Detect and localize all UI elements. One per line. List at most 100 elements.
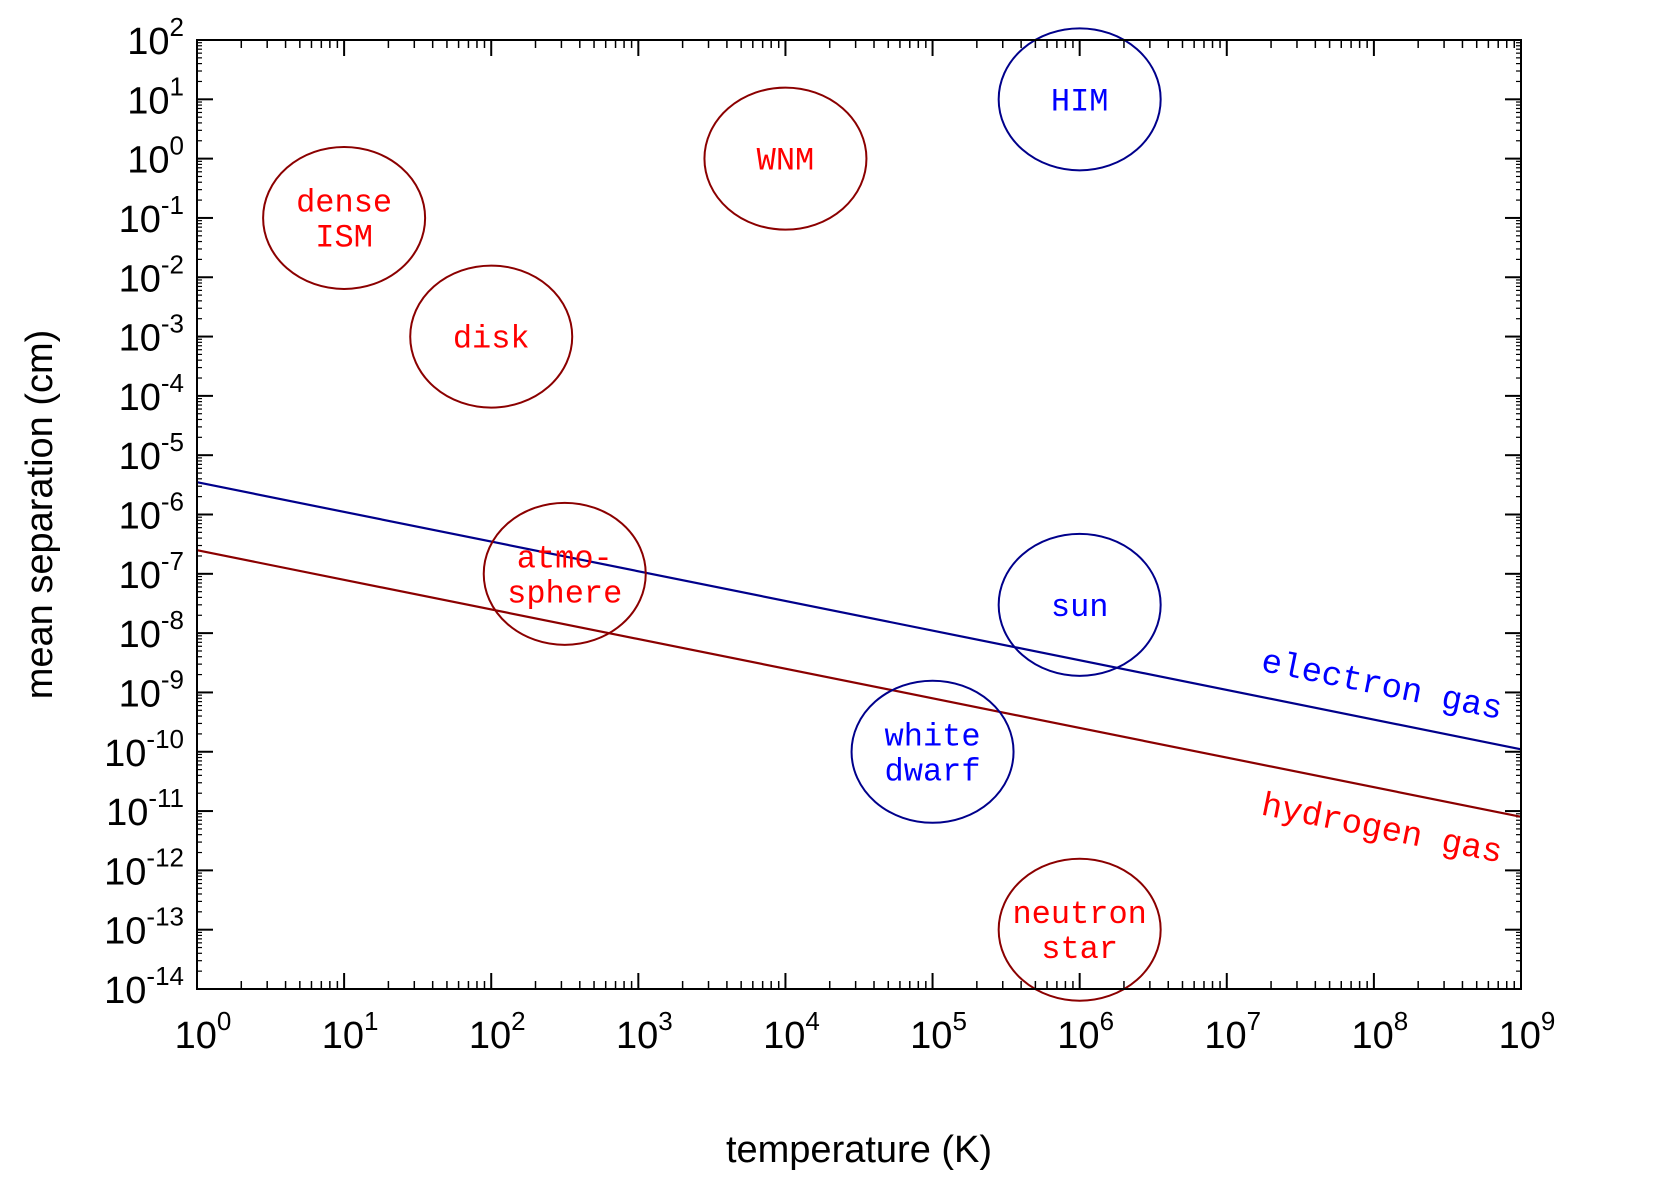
x-tick-exponent: 2 — [511, 1006, 525, 1036]
region-label: sun — [1051, 589, 1109, 626]
x-tick-base: 10 — [616, 1015, 658, 1057]
x-tick-base: 10 — [1057, 1015, 1099, 1057]
x-tick-label: 107 — [1204, 1006, 1261, 1057]
x-tick-label: 100 — [175, 1006, 232, 1057]
x-tick-exponent: 7 — [1247, 1006, 1261, 1036]
series-line — [196, 481, 1522, 751]
y-tick-base: 10 — [104, 733, 146, 775]
y-tick-exponent: 1 — [170, 71, 184, 101]
y-tick-label: 10-7 — [119, 546, 184, 597]
x-tick-label: 105 — [910, 1006, 967, 1057]
x-tick-exponent: 1 — [364, 1006, 378, 1036]
region-ellipse — [997, 27, 1162, 172]
series-layer: electron gas hydrogen gas — [196, 481, 1522, 874]
y-tick-exponent: -12 — [146, 842, 184, 872]
x-tick-label: 108 — [1352, 1006, 1409, 1057]
y-tick-label: 10-13 — [104, 902, 184, 953]
y-tick-base: 10 — [119, 377, 161, 419]
y-tick-exponent: -7 — [161, 546, 184, 576]
y-tick-exponent: -5 — [161, 427, 184, 457]
y-tick-base: 10 — [127, 80, 169, 122]
region-label: dense — [296, 184, 392, 221]
major-ticks — [196, 39, 1522, 990]
y-tick-label: 100 — [127, 131, 184, 182]
region-ellipse — [997, 532, 1162, 677]
y-tick-base: 10 — [127, 140, 169, 182]
y-tick-label: 10-1 — [119, 190, 184, 241]
y-tick-exponent: -1 — [161, 190, 184, 220]
y-tick-label: 10-10 — [104, 724, 184, 775]
y-tick-exponent: -6 — [161, 487, 184, 517]
series-label: hydrogen gas — [1258, 788, 1506, 874]
region-label: dwarf — [885, 753, 981, 790]
y-tick-base: 10 — [119, 614, 161, 656]
region-ellipse — [262, 145, 427, 290]
y-tick-exponent: -11 — [148, 783, 184, 813]
y-tick-exponent: -3 — [161, 309, 184, 339]
y-tick-exponent: -13 — [146, 902, 184, 932]
y-tick-base: 10 — [104, 970, 146, 1012]
x-tick-base: 10 — [175, 1015, 217, 1057]
x-tick-base: 10 — [910, 1015, 952, 1057]
x-tick-label: 102 — [469, 1006, 526, 1057]
x-tick-exponent: 6 — [1100, 1006, 1114, 1036]
x-tick-label: 103 — [616, 1006, 673, 1057]
x-tick-exponent: 5 — [952, 1006, 966, 1036]
x-tick-labels: 100 101 102 103 104 105 106 107 108 109 — [175, 1006, 1556, 1057]
minor-ticks — [197, 40, 1521, 989]
x-tick-exponent: 8 — [1394, 1006, 1408, 1036]
x-tick-label: 106 — [1057, 1006, 1114, 1057]
region-ellipse — [703, 86, 868, 231]
y-tick-base: 10 — [104, 911, 146, 953]
plot-frame — [196, 39, 1522, 990]
region-label: sphere — [507, 575, 622, 612]
y-tick-label: 10-4 — [119, 368, 184, 419]
y-tick-exponent: 2 — [170, 12, 184, 42]
y-tick-label: 10-8 — [119, 605, 184, 656]
x-tick-base: 10 — [469, 1015, 511, 1057]
x-tick-exponent: 9 — [1541, 1006, 1555, 1036]
y-tick-base: 10 — [119, 199, 161, 241]
region-ellipse — [997, 857, 1162, 1002]
y-tick-base: 10 — [119, 436, 161, 478]
y-tick-base: 10 — [106, 792, 148, 834]
y-tick-exponent: -4 — [161, 368, 184, 398]
y-tick-exponent: -9 — [161, 664, 184, 694]
region-label: atmo- — [517, 540, 613, 577]
y-tick-exponent: -2 — [161, 249, 184, 279]
x-tick-base: 10 — [322, 1015, 364, 1057]
y-tick-label: 10-6 — [119, 487, 184, 538]
series-line — [196, 549, 1522, 818]
y-tick-base: 10 — [119, 496, 161, 538]
x-tick-base: 10 — [1499, 1015, 1541, 1057]
y-tick-base: 10 — [127, 21, 169, 63]
y-tick-label: 10-14 — [104, 961, 184, 1012]
x-tick-exponent: 0 — [217, 1006, 231, 1036]
region-label: white — [885, 718, 981, 755]
region-label: star — [1041, 931, 1118, 968]
x-tick-base: 10 — [1204, 1015, 1246, 1057]
y-tick-label: 101 — [127, 71, 184, 122]
y-tick-base: 10 — [104, 851, 146, 893]
region-label: ISM — [315, 219, 373, 256]
y-tick-label: 10-2 — [119, 249, 184, 300]
x-tick-exponent: 3 — [658, 1006, 672, 1036]
y-tick-base: 10 — [119, 318, 161, 360]
y-axis-title: mean separation (cm) — [19, 330, 61, 700]
region-ellipse — [482, 501, 647, 646]
y-tick-labels: 10-1410-1310-1210-1110-1010-910-810-710-… — [104, 12, 184, 1012]
y-tick-exponent: 0 — [170, 131, 184, 161]
x-tick-base: 10 — [1352, 1015, 1394, 1057]
y-tick-exponent: -10 — [146, 724, 184, 754]
x-tick-base: 10 — [763, 1015, 805, 1057]
region-ellipse — [409, 264, 574, 409]
x-tick-label: 101 — [322, 1006, 379, 1057]
region-label: neutron — [1012, 896, 1146, 933]
y-tick-base: 10 — [119, 258, 161, 300]
series-label: electron gas — [1258, 644, 1506, 730]
y-tick-label: 10-12 — [104, 842, 184, 893]
region-label: HIM — [1051, 83, 1109, 120]
x-tick-label: 109 — [1499, 1006, 1556, 1057]
region-ellipse — [850, 679, 1015, 824]
